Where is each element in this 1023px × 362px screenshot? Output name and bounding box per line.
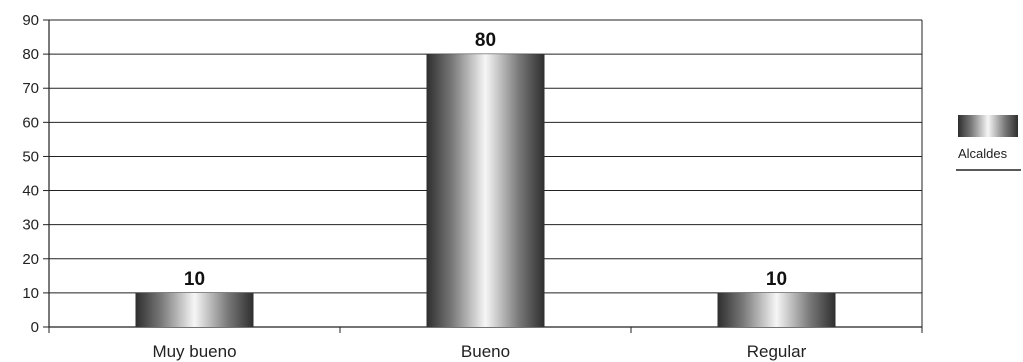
- y-tick-label: 30: [22, 217, 39, 234]
- legend-label-alcaldes: Alcaldes: [958, 146, 1008, 161]
- data-label: 10: [184, 269, 205, 290]
- y-tick-label: 70: [22, 80, 39, 97]
- bar-bueno: [426, 54, 545, 327]
- bar-regular: [717, 292, 836, 327]
- x-category-label: Muy bueno: [152, 342, 236, 361]
- data-label: 10: [766, 269, 787, 290]
- y-tick-label: 60: [22, 114, 39, 131]
- y-tick-label: 80: [22, 46, 39, 63]
- y-tick-label: 20: [22, 251, 39, 268]
- x-category-label: Regular: [747, 342, 807, 361]
- y-tick-label: 0: [31, 319, 39, 336]
- y-tick-label: 90: [22, 12, 39, 29]
- bar-muy-bueno: [135, 292, 254, 327]
- y-tick-label: 40: [22, 183, 39, 200]
- data-label: 80: [475, 30, 496, 51]
- y-tick-label: 10: [22, 285, 39, 302]
- legend-swatch-alcaldes: [958, 115, 1018, 137]
- y-tick-label: 50: [22, 148, 39, 165]
- x-category-label: Bueno: [461, 342, 510, 361]
